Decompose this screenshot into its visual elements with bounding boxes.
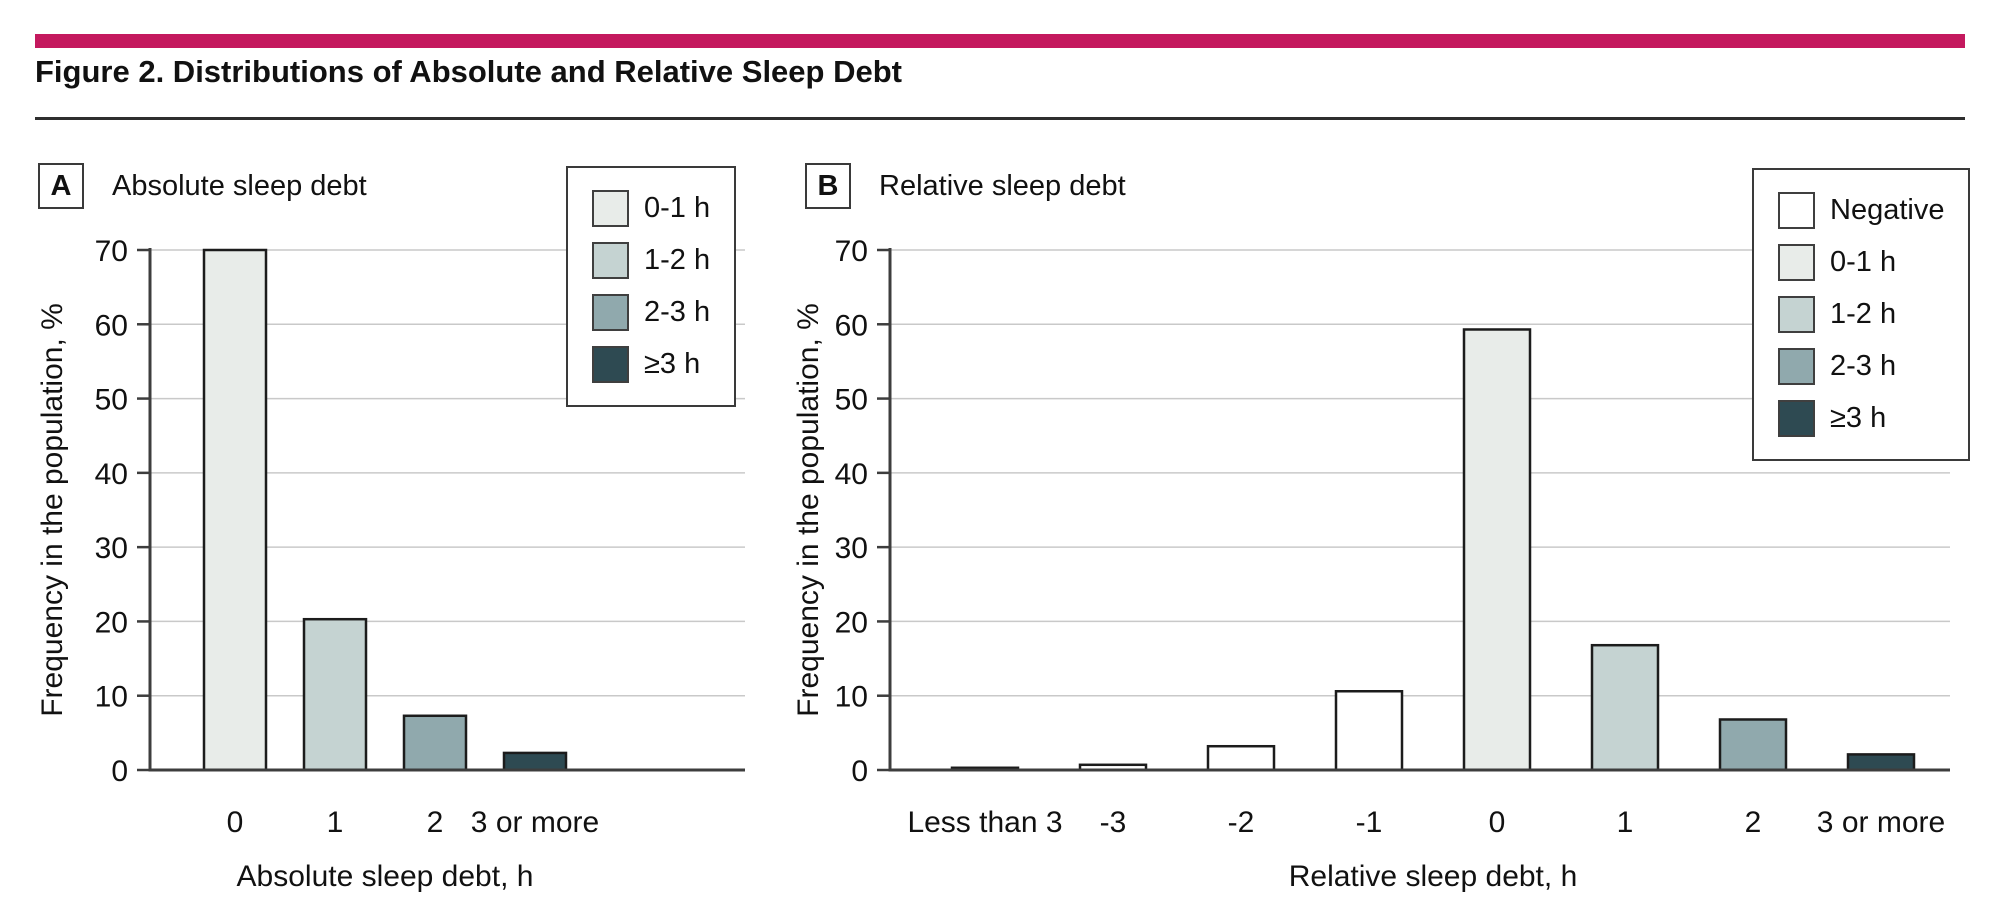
legend-item: 0-1 h: [1778, 244, 1944, 281]
x-tick-label: -3: [1100, 806, 1127, 839]
x-tick-label: 0: [1489, 806, 1506, 839]
legend-item: ≥3 h: [592, 346, 710, 383]
y-tick-label: 40: [835, 458, 868, 491]
bar: [1334, 690, 1404, 772]
y-tick-label: 60: [95, 309, 128, 342]
legend-swatch-icon: [592, 242, 629, 279]
legend-label: Negative: [1830, 194, 1945, 226]
y-tick-label: 50: [95, 384, 128, 417]
legend-label: 0-1 h: [644, 192, 711, 224]
bar: [302, 617, 368, 772]
legend-swatch-icon: [1778, 348, 1815, 385]
x-tick-label: 3 or more: [1817, 806, 1945, 839]
x-tick-label: 0: [227, 806, 244, 839]
x-tick-label: 3 or more: [471, 806, 599, 839]
panel-a-title: Absolute sleep debt: [112, 169, 367, 202]
y-tick-label: 20: [835, 606, 868, 639]
y-tick-label: 10: [95, 681, 128, 714]
x-tick-label: Less than 3: [907, 806, 1062, 839]
y-tick-label: 60: [835, 309, 868, 342]
legend-item: 2-3 h: [592, 294, 710, 331]
y-tick-label: 10: [835, 681, 868, 714]
legend-swatch-icon: [592, 190, 629, 227]
panel-a-header: A Absolute sleep debt: [38, 163, 367, 209]
panel-a-letter: A: [38, 163, 84, 209]
legend-label: ≥3 h: [1830, 402, 1887, 434]
legend-b: Negative 0-1 h 1-2 h 2-3 h ≥3 h: [1752, 168, 1971, 461]
legend-item: ≥3 h: [1778, 400, 1944, 437]
y-axis-title: Frequency in the population, %: [36, 303, 69, 717]
bar: [1206, 744, 1276, 772]
legend-label: 2-3 h: [1830, 350, 1897, 382]
bar: [1846, 753, 1916, 772]
x-tick-label: 1: [327, 806, 344, 839]
legend-label: ≥3 h: [644, 348, 701, 380]
accent-bar: [35, 34, 1965, 48]
legend-swatch-icon: [1778, 244, 1815, 281]
legend-label: 1-2 h: [1830, 298, 1897, 330]
y-tick-label: 70: [835, 235, 868, 268]
y-tick-label: 0: [851, 755, 868, 788]
bar: [402, 714, 468, 772]
absolute-sleep-debt-chart: 0 10 20 30 40 50 60 70 0 1 2 3 or more Absolute slee…: [36, 235, 745, 893]
x-tick-label: 1: [1617, 806, 1634, 839]
legend-item: 2-3 h: [1778, 348, 1944, 385]
figure-title: Figure 2. Distributions of Absolute and …: [35, 54, 902, 89]
y-tick-label: 50: [835, 384, 868, 417]
panel-b-letter: B: [805, 163, 851, 209]
legend-label: 0-1 h: [1830, 246, 1897, 278]
legend-swatch-icon: [1778, 400, 1815, 437]
legend-label: 1-2 h: [644, 244, 711, 276]
title-rule: [35, 117, 1965, 120]
y-tick-label: 30: [95, 532, 128, 565]
bar: [1718, 718, 1788, 772]
y-tick-label: 20: [95, 606, 128, 639]
bar: [202, 248, 268, 772]
legend-swatch-icon: [1778, 296, 1815, 333]
panel-b-title: Relative sleep debt: [879, 169, 1126, 202]
x-tick-label: 2: [427, 806, 444, 839]
legend-item: 1-2 h: [592, 242, 710, 279]
panel-b-header: B Relative sleep debt: [805, 163, 1126, 209]
legend-item: Negative: [1778, 192, 1944, 229]
legend-swatch-icon: [1778, 192, 1815, 229]
x-tick-label: 2: [1745, 806, 1762, 839]
y-tick-label: 0: [111, 755, 128, 788]
x-axis-title: Absolute sleep debt, h: [237, 860, 534, 893]
y-tick-label: 30: [835, 532, 868, 565]
y-axis-title: Frequency in the population, %: [795, 303, 825, 717]
x-axis-title: Relative sleep debt, h: [1289, 860, 1578, 893]
bar: [502, 751, 568, 772]
legend-item: 0-1 h: [592, 190, 710, 227]
legend-item: 1-2 h: [1778, 296, 1944, 333]
legend-swatch-icon: [592, 346, 629, 383]
legend-swatch-icon: [592, 294, 629, 331]
x-tick-label: -1: [1356, 806, 1383, 839]
bar: [1462, 328, 1532, 772]
legend-a: 0-1 h 1-2 h 2-3 h ≥3 h: [566, 166, 737, 407]
y-tick-label: 40: [95, 458, 128, 491]
y-tick-label: 70: [95, 235, 128, 268]
bar: [1590, 643, 1660, 772]
legend-label: 2-3 h: [644, 296, 711, 328]
x-tick-label: -2: [1228, 806, 1255, 839]
